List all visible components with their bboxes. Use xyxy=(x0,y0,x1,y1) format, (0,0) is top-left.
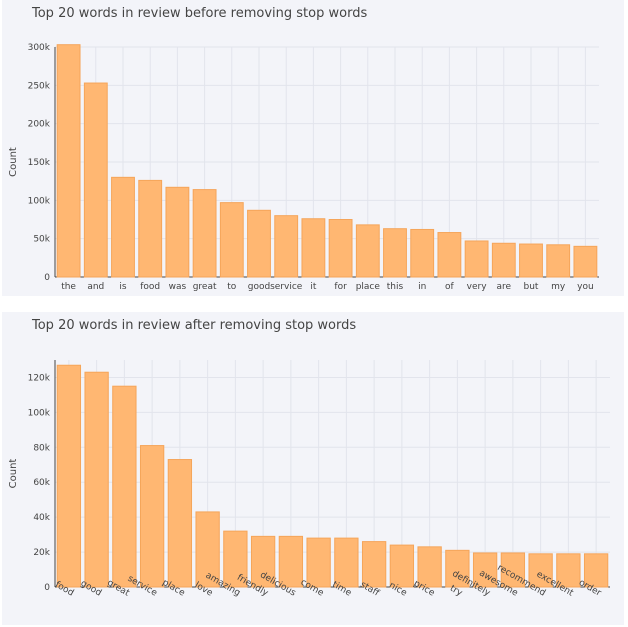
bar-delicious xyxy=(278,535,304,588)
bar-food xyxy=(56,364,82,588)
bar-friendly xyxy=(250,535,276,588)
x-tick-label-this: this xyxy=(387,282,404,292)
chart-panel-bottom: Top 20 words in review after removing st… xyxy=(2,312,624,625)
x-tick-label-to: to xyxy=(227,282,237,292)
bar-in xyxy=(410,228,435,278)
x-tick-label-and: and xyxy=(87,282,104,292)
chart-title-bottom: Top 20 words in review after removing st… xyxy=(32,318,357,333)
bar-excellent xyxy=(556,553,581,588)
x-tick-label-was: was xyxy=(169,282,187,292)
x-tick-label-in: in xyxy=(418,282,426,292)
y-tick-label-1: 20k xyxy=(33,548,50,558)
x-tick-label-place: place xyxy=(356,282,381,292)
bar-try xyxy=(445,549,470,588)
x-tick-label-my: my xyxy=(551,282,566,292)
y-tick-label-0: 200k xyxy=(28,120,51,130)
y-tick-label-1: 40k xyxy=(33,513,50,523)
bar-this xyxy=(383,228,407,278)
bar-great xyxy=(192,189,217,278)
bar-and xyxy=(83,82,108,278)
bar-the xyxy=(56,44,81,278)
x-tick-label-is: is xyxy=(119,282,127,292)
y-tick-label-1: 100k xyxy=(28,408,51,418)
bar-great xyxy=(112,385,137,588)
x-tick-label-for: for xyxy=(334,282,347,292)
y-tick-label-1: 60k xyxy=(33,478,50,488)
bar-service xyxy=(139,445,165,588)
x-tick-label-it: it xyxy=(310,282,317,292)
bar-very xyxy=(464,240,489,278)
bar-are xyxy=(491,242,516,278)
bar-was xyxy=(165,186,190,278)
bar-good xyxy=(247,209,271,278)
y-tick-label-0: 50k xyxy=(33,235,50,245)
x-tick-label-but: but xyxy=(524,282,539,292)
bar-place xyxy=(167,459,193,588)
bar-order xyxy=(583,553,609,588)
bar-time xyxy=(334,537,359,588)
bar-good xyxy=(84,371,109,588)
y-tick-label-0: 100k xyxy=(28,196,51,206)
chart-panel-top: Top 20 words in review before removing s… xyxy=(2,0,624,296)
bar-nice xyxy=(389,544,415,588)
bar-place xyxy=(355,224,380,278)
x-tick-label-of: of xyxy=(445,282,455,292)
y-tick-label-1: 120k xyxy=(28,373,51,383)
bar-to xyxy=(219,202,244,278)
y-tick-label-1: 0 xyxy=(44,583,50,593)
y-axis-label-0: Count xyxy=(8,147,19,177)
y-tick-label-0: 150k xyxy=(28,158,51,168)
x-tick-label-are: are xyxy=(497,282,512,292)
y-tick-label-0: 0 xyxy=(44,273,50,283)
bar-for xyxy=(328,219,353,278)
bar-food xyxy=(138,179,163,278)
x-tick-label-the: the xyxy=(61,282,76,292)
y-axis-label-1: Count xyxy=(8,459,19,489)
x-tick-label-food: food xyxy=(140,282,160,292)
bar-come xyxy=(306,537,331,588)
bar-love xyxy=(195,511,220,588)
x-tick-label-great: great xyxy=(193,282,217,292)
bar-of xyxy=(437,232,462,278)
bar-but xyxy=(519,243,543,278)
y-tick-label-0: 300k xyxy=(28,43,51,53)
bar-you xyxy=(573,245,598,278)
bar-awesome xyxy=(500,552,526,588)
x-tick-label-very: very xyxy=(467,282,488,292)
y-tick-label-1: 80k xyxy=(33,443,50,453)
chart-title-top: Top 20 words in review before removing s… xyxy=(32,6,368,21)
bar-price xyxy=(417,546,442,588)
bar-staff xyxy=(361,541,387,588)
bar-amazing xyxy=(223,530,248,588)
bar-definitely xyxy=(472,552,498,588)
bar-my xyxy=(546,244,571,278)
bar-recommend xyxy=(528,553,553,588)
x-tick-label-you: you xyxy=(577,282,594,292)
bar-it xyxy=(301,218,326,278)
y-tick-label-0: 250k xyxy=(28,81,51,91)
x-tick-label-service: service xyxy=(270,282,303,292)
x-tick-label-good: good xyxy=(248,282,270,292)
bar-is xyxy=(111,176,135,278)
bar-service xyxy=(274,215,299,278)
